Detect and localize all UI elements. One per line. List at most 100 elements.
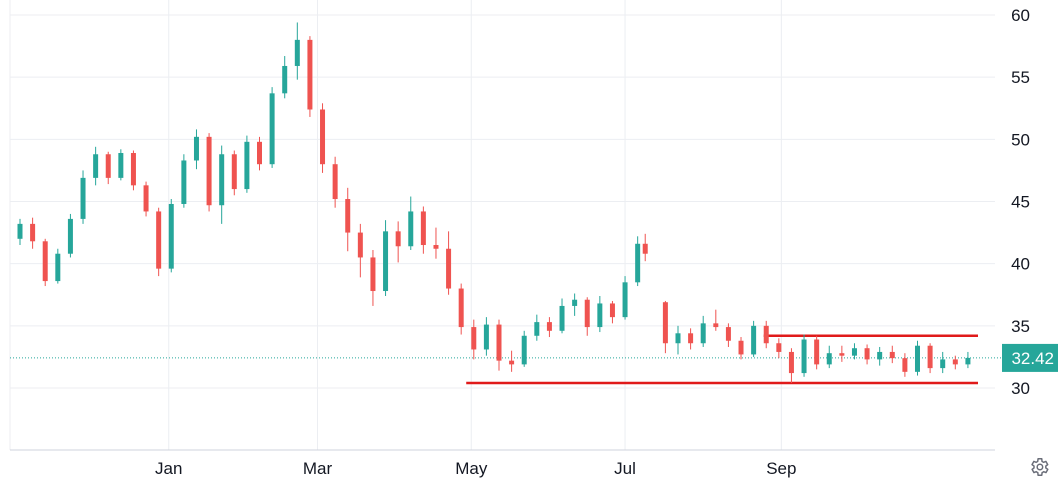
candle <box>219 145 225 224</box>
candle <box>395 221 401 263</box>
candle <box>156 207 162 277</box>
candle <box>902 353 908 377</box>
candle <box>30 217 36 249</box>
candle-body <box>675 333 681 344</box>
candle-body <box>914 345 920 372</box>
candle <box>244 135 250 193</box>
candles <box>17 22 971 384</box>
candle-body <box>788 351 794 374</box>
candle <box>471 319 477 360</box>
candle-body <box>193 136 199 161</box>
candle-body <box>458 288 464 328</box>
candle-body <box>738 340 744 355</box>
candle-body <box>597 303 603 328</box>
candle-body <box>826 353 832 365</box>
candle-body <box>864 348 870 360</box>
candle <box>622 276 628 320</box>
candle-body <box>433 245 439 249</box>
candle <box>332 156 338 208</box>
y-tick-label: 40 <box>1011 255 1030 274</box>
gear-icon[interactable] <box>1028 456 1050 478</box>
candle-body <box>751 325 757 355</box>
candle <box>282 56 288 99</box>
candle <box>662 300 668 354</box>
candle-body <box>622 282 628 318</box>
candle-body <box>635 243 641 283</box>
candle <box>269 87 275 168</box>
candle <box>509 350 515 372</box>
candle <box>927 343 933 374</box>
candle <box>914 340 920 376</box>
candle-body <box>93 154 99 178</box>
candle-body <box>952 359 958 365</box>
candle <box>294 22 300 80</box>
candle-body <box>17 223 23 239</box>
candle <box>572 293 578 316</box>
candle <box>42 238 48 287</box>
candle <box>940 351 946 374</box>
last-price-badge: 32.42 <box>1002 343 1058 372</box>
support-resistance-lines <box>466 334 978 385</box>
candle <box>143 181 149 217</box>
candle-body <box>889 351 895 359</box>
candle <box>433 227 439 259</box>
candle-body <box>67 218 73 254</box>
candle-body <box>572 299 578 306</box>
candle-body <box>395 231 401 247</box>
x-tick-label: Jul <box>614 459 636 478</box>
candle-body <box>80 177 86 219</box>
candle <box>635 236 641 287</box>
candle-body <box>927 345 933 369</box>
candle <box>776 338 782 359</box>
candle <box>370 249 376 306</box>
candle-body <box>257 141 262 165</box>
candle-body <box>546 322 552 331</box>
candle-body <box>168 203 174 269</box>
candle-body <box>662 302 668 344</box>
candle-body <box>763 325 769 344</box>
candle <box>67 213 73 258</box>
candle-body <box>725 327 731 341</box>
candle <box>546 317 552 338</box>
candle <box>763 320 769 349</box>
candle <box>700 315 706 347</box>
candle-body <box>509 360 515 365</box>
candle <box>231 150 237 196</box>
candle <box>80 170 86 224</box>
candle-body <box>446 248 452 289</box>
candle <box>851 343 857 360</box>
candle <box>864 344 870 365</box>
candle <box>181 154 187 208</box>
candle-body <box>471 327 477 350</box>
candle-body <box>206 136 212 206</box>
candle-body <box>130 153 136 186</box>
candle-body <box>55 253 61 282</box>
candle-body <box>713 323 719 328</box>
candle <box>193 129 199 170</box>
last-price-value: 32.42 <box>1011 349 1054 368</box>
y-axis: 60 55 50 45 40 35 30 <box>1011 6 1030 398</box>
candle-body <box>851 348 857 356</box>
candle-body <box>609 303 615 318</box>
candle <box>93 146 99 186</box>
candle-body <box>345 199 351 233</box>
candle <box>559 298 565 334</box>
candle <box>357 223 363 278</box>
candle-body <box>483 324 489 350</box>
candle-body <box>877 351 883 360</box>
y-tick-label: 30 <box>1011 379 1030 398</box>
candle <box>168 199 174 273</box>
candle <box>521 330 527 367</box>
candle <box>788 348 794 384</box>
candle <box>801 334 807 377</box>
x-axis: Jan Mar May Jul Sep <box>155 459 796 478</box>
candle-body <box>294 39 300 66</box>
chart-grid <box>9 0 995 450</box>
candle <box>483 317 489 356</box>
candle <box>55 248 61 284</box>
candle-body <box>357 232 363 258</box>
candle-body <box>383 231 389 292</box>
candle <box>118 149 124 181</box>
candle <box>751 320 757 357</box>
